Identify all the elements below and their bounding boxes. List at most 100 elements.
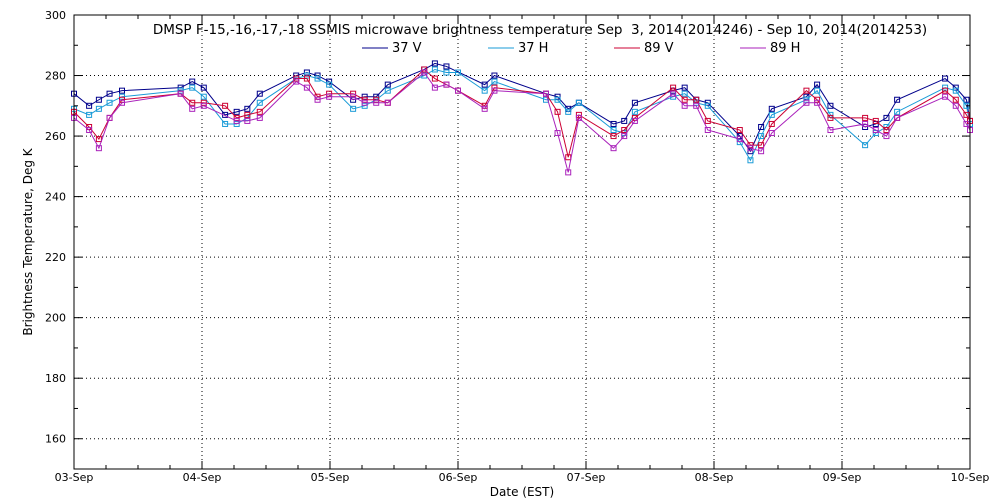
data-point-marker [565, 169, 572, 176]
data-point-marker [631, 117, 638, 124]
x-tick-label: 04-Sep [183, 471, 222, 484]
data-point-marker [431, 84, 438, 91]
data-point-marker [693, 102, 700, 109]
data-point-marker [256, 114, 263, 121]
data-point-marker [244, 117, 251, 124]
data-point-marker [244, 111, 251, 118]
data-point-marker [233, 117, 240, 124]
data-point-marker [704, 102, 711, 109]
data-point-marker [86, 102, 93, 109]
data-point-marker [693, 96, 700, 103]
data-point-marker [491, 78, 498, 85]
data-point-marker [293, 78, 300, 85]
data-point-marker [736, 133, 743, 140]
legend-label: 89 H [770, 41, 800, 56]
data-point-marker [942, 93, 949, 100]
data-point-marker [736, 136, 743, 143]
data-point-marker [384, 87, 391, 94]
data-point-marker [384, 81, 391, 88]
data-point-marker [747, 157, 754, 164]
data-point-marker [314, 96, 321, 103]
data-point-marker [177, 84, 184, 91]
data-point-marker [681, 84, 688, 91]
data-point-marker [872, 127, 879, 134]
data-point-marker [554, 96, 561, 103]
data-point-marker [610, 127, 617, 134]
data-point-marker [303, 84, 310, 91]
grid-lines [74, 15, 970, 469]
data-point-marker [747, 148, 754, 155]
axis-ticks: 160 180 200 220 240 260 280 300 03-Sep 04-Sep 05-S… [45, 9, 989, 484]
data-point-marker [758, 133, 765, 140]
data-point-marker [543, 90, 549, 97]
data-point-marker [827, 114, 834, 121]
data-point-marker [86, 111, 93, 118]
data-point-marker [621, 127, 628, 134]
data-point-marker [670, 90, 677, 97]
data-point-marker [200, 93, 207, 100]
data-point-marker [293, 72, 300, 79]
data-point-marker [95, 96, 102, 103]
data-point-marker [554, 108, 561, 115]
legend-label: 37 V [392, 41, 422, 56]
data-point-marker [491, 87, 498, 94]
data-point-marker [768, 111, 775, 118]
data-point-marker [894, 96, 901, 103]
data-point-marker [681, 90, 688, 97]
data-point-marker [543, 96, 549, 103]
data-point-marker [883, 127, 890, 134]
data-point-marker [314, 72, 321, 79]
series-89-h [71, 69, 973, 176]
data-point-marker [758, 142, 765, 149]
data-point-marker [952, 96, 959, 103]
data-point-marker [455, 87, 461, 94]
data-point-marker [862, 142, 869, 149]
data-point-marker [361, 99, 368, 106]
data-point-marker [443, 69, 450, 76]
data-point-marker [768, 120, 775, 127]
data-point-marker [963, 96, 970, 103]
data-point-marker [631, 99, 638, 106]
data-point-marker [177, 87, 184, 94]
data-point-marker [862, 114, 869, 121]
series-layer [71, 60, 973, 176]
data-point-marker [455, 69, 461, 76]
x-tick-label: 08-Sep [695, 471, 734, 484]
x-tick-label: 05-Sep [311, 471, 350, 484]
x-tick-label: 06-Sep [439, 471, 478, 484]
data-point-marker [768, 130, 775, 137]
data-point-marker [610, 133, 617, 140]
data-point-marker [95, 105, 102, 112]
data-point-marker [95, 145, 102, 152]
data-point-marker [491, 72, 498, 79]
y-tick-label: 300 [45, 9, 66, 22]
legend-item: 37 V [362, 41, 422, 56]
legend-item: 37 H [488, 41, 548, 56]
data-point-marker [177, 90, 184, 97]
data-point-marker [894, 108, 901, 115]
y-tick-label: 240 [45, 191, 66, 204]
data-point-marker [704, 99, 711, 106]
data-point-marker [814, 87, 821, 94]
data-point-marker [963, 111, 970, 118]
legend-item: 89 V [614, 41, 674, 56]
data-point-marker [244, 114, 251, 121]
data-point-marker [565, 108, 572, 115]
legend: 37 V 37 H 89 V 89 H [362, 41, 800, 56]
data-point-marker [350, 105, 357, 112]
data-point-marker [350, 93, 357, 100]
series-line [73, 68, 971, 158]
data-point-marker [373, 99, 380, 106]
data-point-marker [256, 108, 263, 115]
chart-title: DMSP F-15,-16,-17,-18 SSMIS microwave br… [153, 22, 927, 38]
series-89-v [71, 66, 973, 161]
data-point-marker [119, 99, 125, 106]
data-point-marker [747, 145, 754, 152]
data-point-marker [862, 120, 869, 127]
y-tick-label: 160 [45, 433, 66, 446]
data-point-marker [303, 69, 310, 76]
x-tick-label: 09-Sep [823, 471, 862, 484]
data-point-marker [303, 72, 310, 79]
data-point-marker [189, 84, 196, 91]
